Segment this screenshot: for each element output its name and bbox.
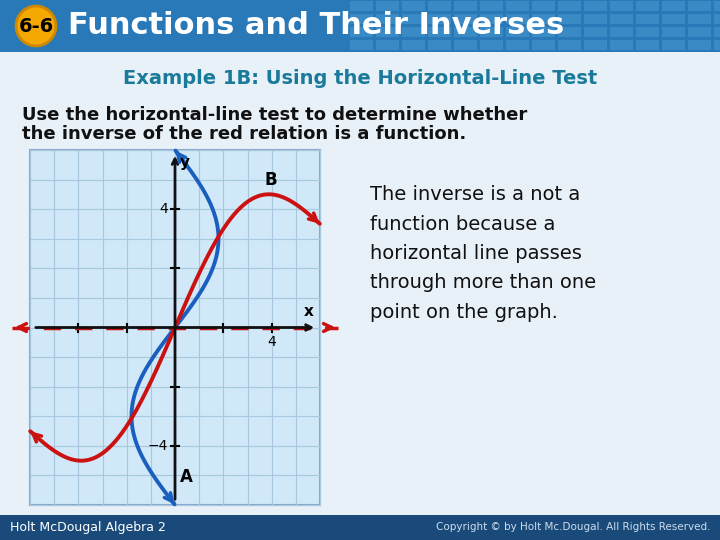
Text: x: x: [304, 303, 314, 319]
Text: A: A: [180, 468, 193, 486]
Bar: [428, 1, 451, 11]
Bar: [688, 14, 711, 24]
Bar: [350, 14, 373, 24]
Bar: [480, 1, 503, 11]
Text: 6-6: 6-6: [19, 17, 53, 36]
Bar: [454, 1, 477, 11]
Bar: [610, 1, 633, 11]
Bar: [506, 1, 529, 11]
Bar: [376, 40, 399, 50]
Bar: [402, 40, 425, 50]
Text: 4: 4: [159, 202, 168, 216]
Text: y: y: [180, 155, 190, 170]
Bar: [532, 40, 555, 50]
Bar: [0, 515, 720, 540]
Bar: [662, 27, 685, 37]
Bar: [558, 40, 581, 50]
Bar: [714, 27, 720, 37]
Bar: [584, 1, 607, 11]
Bar: [688, 1, 711, 11]
Bar: [714, 14, 720, 24]
Bar: [30, 150, 320, 505]
Bar: [636, 1, 659, 11]
Bar: [584, 40, 607, 50]
Bar: [636, 27, 659, 37]
Bar: [428, 40, 451, 50]
Bar: [506, 27, 529, 37]
Bar: [532, 1, 555, 11]
Bar: [532, 14, 555, 24]
Bar: [584, 27, 607, 37]
Bar: [480, 27, 503, 37]
Bar: [428, 14, 451, 24]
Bar: [454, 40, 477, 50]
Bar: [376, 14, 399, 24]
Text: Holt McDougal Algebra 2: Holt McDougal Algebra 2: [10, 521, 166, 534]
Bar: [454, 27, 477, 37]
Text: 4: 4: [267, 334, 276, 348]
Bar: [376, 27, 399, 37]
Text: Example 1B: Using the Horizontal-Line Test: Example 1B: Using the Horizontal-Line Te…: [123, 69, 597, 87]
Bar: [506, 40, 529, 50]
Text: the inverse of the red relation is a function.: the inverse of the red relation is a fun…: [22, 125, 467, 143]
Bar: [636, 40, 659, 50]
Bar: [688, 40, 711, 50]
Bar: [454, 14, 477, 24]
Bar: [558, 1, 581, 11]
Bar: [350, 1, 373, 11]
Bar: [506, 14, 529, 24]
Bar: [402, 1, 425, 11]
Bar: [662, 14, 685, 24]
Circle shape: [16, 6, 56, 46]
Bar: [714, 40, 720, 50]
Bar: [532, 27, 555, 37]
Bar: [714, 1, 720, 11]
Bar: [0, 0, 720, 52]
Bar: [350, 40, 373, 50]
Bar: [376, 1, 399, 11]
Bar: [662, 1, 685, 11]
Bar: [350, 27, 373, 37]
Bar: [480, 14, 503, 24]
Bar: [636, 14, 659, 24]
Text: −4: −4: [148, 439, 168, 453]
Text: B: B: [264, 171, 277, 188]
Bar: [428, 27, 451, 37]
Text: The inverse is a not a
function because a
horizontal line passes
through more th: The inverse is a not a function because …: [370, 185, 596, 322]
Bar: [402, 27, 425, 37]
Bar: [610, 14, 633, 24]
Bar: [402, 14, 425, 24]
Bar: [610, 40, 633, 50]
Text: Use the horizontal-line test to determine whether: Use the horizontal-line test to determin…: [22, 106, 527, 124]
Bar: [584, 14, 607, 24]
Bar: [480, 40, 503, 50]
Bar: [558, 14, 581, 24]
Bar: [558, 27, 581, 37]
Bar: [688, 27, 711, 37]
Bar: [662, 40, 685, 50]
Text: Copyright © by Holt Mc.Dougal. All Rights Reserved.: Copyright © by Holt Mc.Dougal. All Right…: [436, 523, 710, 532]
Text: Functions and Their Inverses: Functions and Their Inverses: [68, 11, 564, 40]
Bar: [610, 27, 633, 37]
